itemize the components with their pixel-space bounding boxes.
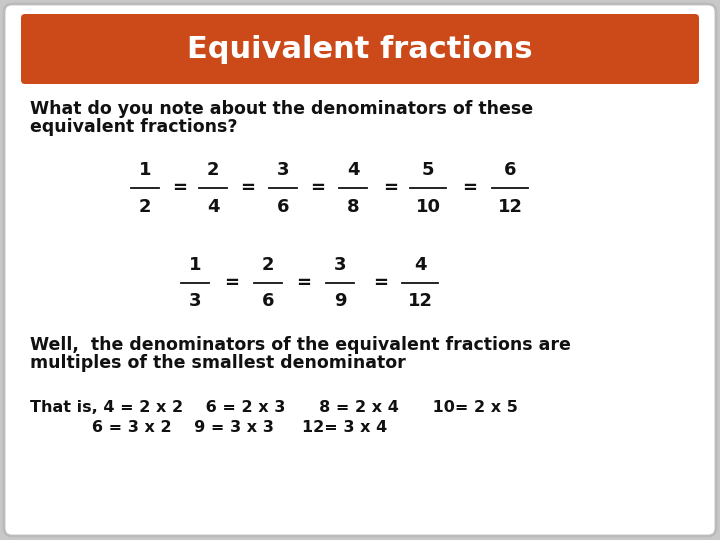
Text: equivalent fractions?: equivalent fractions? (30, 118, 238, 136)
Text: 4: 4 (414, 256, 426, 274)
Text: 1: 1 (189, 256, 202, 274)
Text: =: = (462, 179, 477, 197)
Text: Equivalent fractions: Equivalent fractions (187, 35, 533, 64)
Text: 6 = 3 x 2    9 = 3 x 3     12= 3 x 4: 6 = 3 x 2 9 = 3 x 3 12= 3 x 4 (30, 420, 387, 435)
Text: 8: 8 (347, 198, 359, 216)
Text: 5: 5 (422, 161, 434, 179)
Text: What do you note about the denominators of these: What do you note about the denominators … (30, 100, 533, 118)
FancyBboxPatch shape (4, 4, 716, 536)
Text: 10: 10 (415, 198, 441, 216)
Text: =: = (310, 179, 325, 197)
Text: =: = (384, 179, 398, 197)
Text: 3: 3 (276, 161, 289, 179)
Text: 4: 4 (207, 198, 220, 216)
Text: =: = (297, 274, 312, 292)
Text: 2: 2 (207, 161, 220, 179)
Text: multiples of the smallest denominator: multiples of the smallest denominator (30, 354, 406, 372)
Text: 6: 6 (276, 198, 289, 216)
FancyBboxPatch shape (21, 14, 699, 84)
Text: 2: 2 (262, 256, 274, 274)
Text: 6: 6 (262, 292, 274, 310)
Text: That is, 4 = 2 x 2    6 = 2 x 3      8 = 2 x 4      10= 2 x 5: That is, 4 = 2 x 2 6 = 2 x 3 8 = 2 x 4 1… (30, 400, 518, 415)
Text: Well,  the denominators of the equivalent fractions are: Well, the denominators of the equivalent… (30, 336, 571, 354)
Text: 2: 2 (139, 198, 151, 216)
Text: =: = (173, 179, 187, 197)
Text: 9: 9 (334, 292, 346, 310)
Text: =: = (240, 179, 256, 197)
Text: 6: 6 (504, 161, 516, 179)
Text: 3: 3 (334, 256, 346, 274)
Text: 3: 3 (189, 292, 202, 310)
Text: 1: 1 (139, 161, 151, 179)
Text: =: = (374, 274, 389, 292)
Text: 12: 12 (408, 292, 433, 310)
Text: 4: 4 (347, 161, 359, 179)
Text: =: = (225, 274, 240, 292)
Text: 12: 12 (498, 198, 523, 216)
